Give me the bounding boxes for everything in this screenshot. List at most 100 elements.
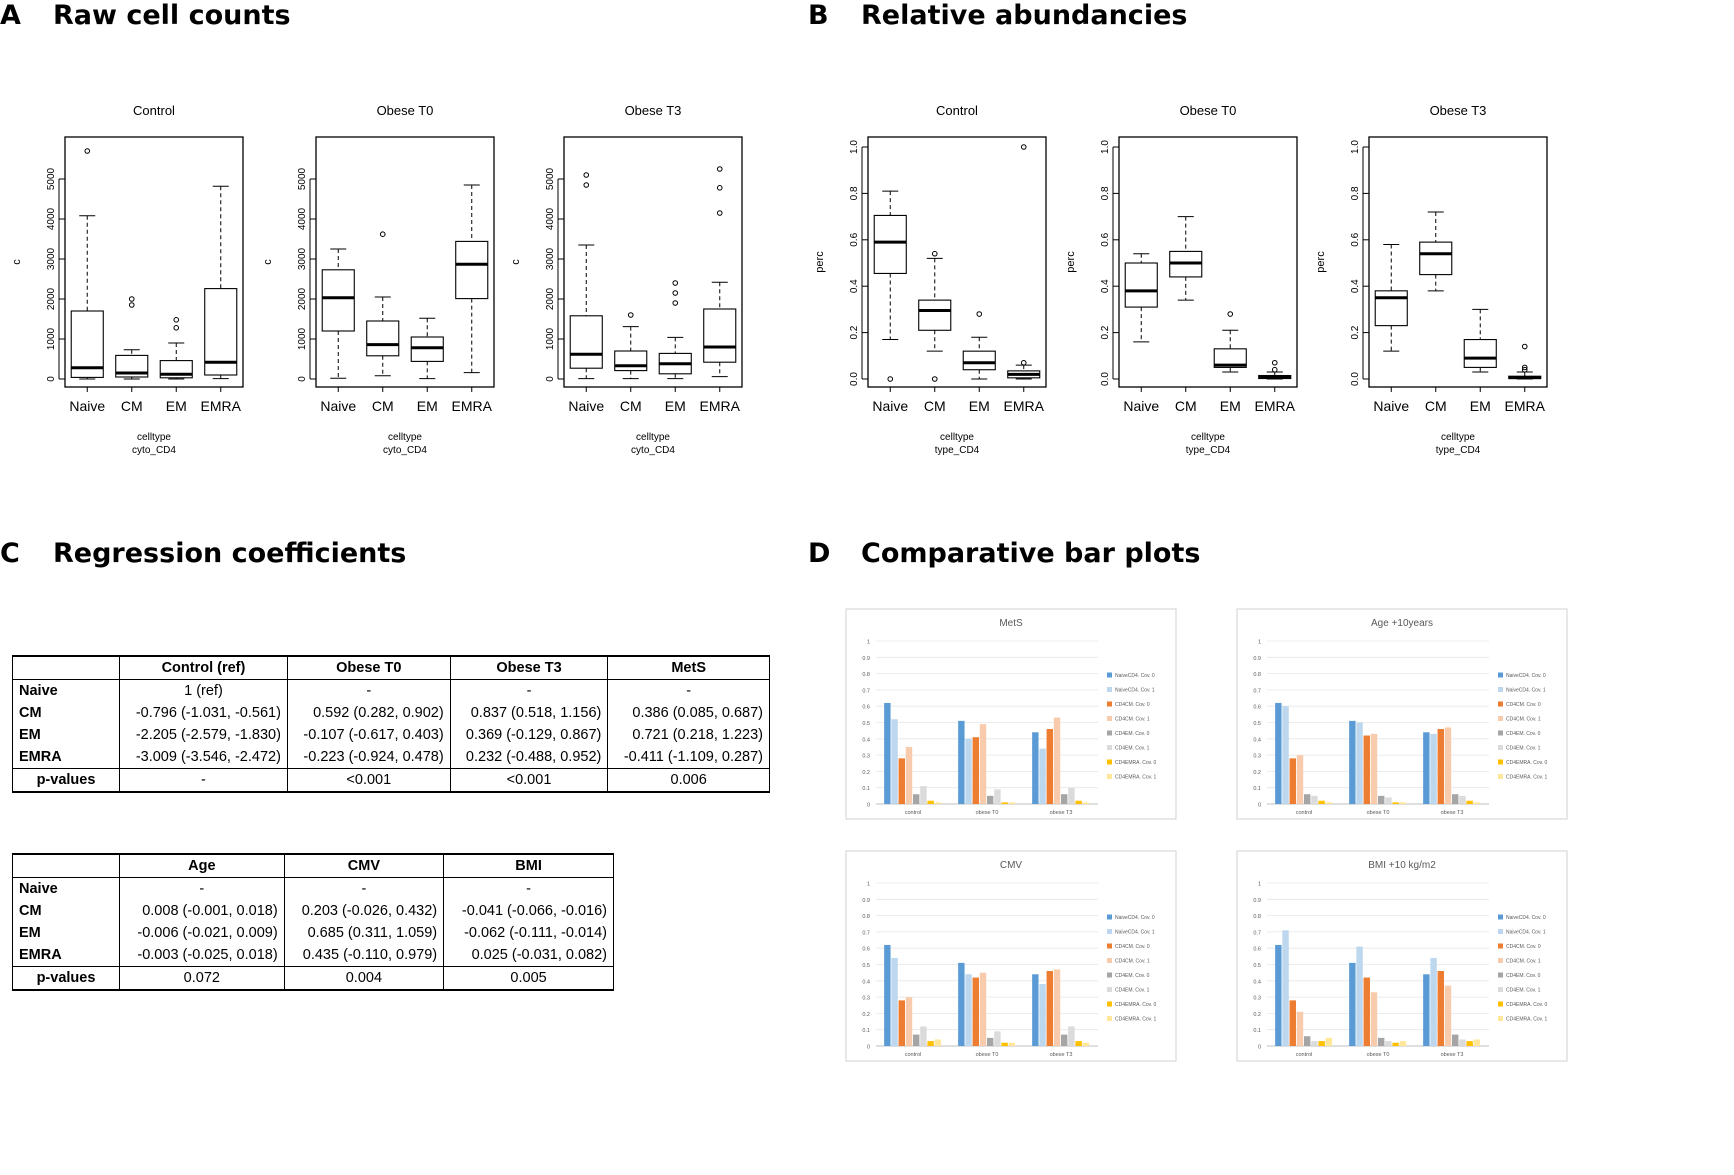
bar xyxy=(1032,732,1039,804)
y-tick-label: 0.6 xyxy=(1350,232,1361,246)
bar xyxy=(913,1034,920,1046)
table-cell: -0.006 (-0.021, 0.009) xyxy=(119,922,285,944)
bar xyxy=(1311,1041,1318,1046)
regression-table-covariates: Age CMV BMI Naive - - - CM 0.008 (-0.001… xyxy=(12,853,614,991)
outlier-point xyxy=(672,280,679,286)
legend-label: NaiveCD4. Cov. 1 xyxy=(1115,930,1155,936)
y-tick-label: 0.7 xyxy=(862,930,870,936)
box-iqr xyxy=(366,320,400,357)
box-emra xyxy=(204,185,238,380)
table1-header-cell: Obese T0 xyxy=(286,655,451,680)
y-tick-label: 0.2 xyxy=(1350,325,1361,339)
x-tick-label: Naive xyxy=(568,398,604,414)
y-tick-label: 0 xyxy=(297,376,308,382)
table-row: EM -2.205 (-2.579, -1.830) -0.107 (-0.61… xyxy=(12,724,770,746)
legend-label: CD4EM. Cov. 1 xyxy=(1506,746,1541,752)
y-tick-label: 0.6 xyxy=(849,232,860,246)
box-iqr xyxy=(204,288,238,376)
legend-swatch xyxy=(1498,972,1503,978)
legend-label: CD4CM. Cov. 0 xyxy=(1115,702,1150,708)
legend-label: NaiveCD4. Cov. 0 xyxy=(1506,915,1546,921)
boxplot-3: Obese T3 0 1000 2000 3000 4000 5000 c Naive CM EM E… xyxy=(510,103,743,456)
legend-swatch xyxy=(1498,958,1503,963)
bar xyxy=(1378,1037,1385,1046)
y-tick-label: 0.4 xyxy=(1253,737,1261,743)
table-cell: 0.025 (-0.031, 0.082) xyxy=(443,944,614,967)
table-cell: 0.685 (0.311, 1.059) xyxy=(283,922,445,944)
y-tick-label: 5000 xyxy=(46,167,57,190)
box-emra xyxy=(1007,144,1041,380)
box-naive xyxy=(1124,253,1158,343)
legend-label: CD4EM. Cov. 1 xyxy=(1506,988,1541,994)
table-cell: EM xyxy=(12,724,120,746)
y-axis-label: perc xyxy=(814,251,826,273)
outlier-point xyxy=(1271,366,1278,373)
bar xyxy=(972,737,979,804)
legend-label: NaiveCD4. Cov. 0 xyxy=(1115,673,1155,679)
legend-label: CD4EMRA. Cov. 0 xyxy=(1115,760,1157,766)
y-tick-label: 0.5 xyxy=(1253,963,1261,969)
bar xyxy=(1430,957,1437,1046)
bar xyxy=(1459,1039,1466,1046)
y-tick-label: 0.7 xyxy=(1253,688,1261,694)
y-tick-label: 0 xyxy=(545,376,556,382)
y-tick-label: 0.6 xyxy=(1253,947,1261,953)
bar xyxy=(1473,802,1481,804)
bar xyxy=(1385,797,1392,804)
y-tick-label: 4000 xyxy=(297,207,308,230)
table-cell: EM xyxy=(12,922,120,944)
legend-swatch xyxy=(1107,972,1112,978)
y-tick-label: 0.3 xyxy=(862,754,870,760)
x-tick-label: EM xyxy=(665,398,686,414)
legend-label: CD4EMRA. Cov. 0 xyxy=(1506,760,1548,766)
y-tick-label: 0.2 xyxy=(862,770,870,776)
table-row: Naive 1 (ref) - - - xyxy=(12,679,770,702)
y-tick-label: 0.4 xyxy=(1100,279,1111,293)
box-iqr xyxy=(873,214,907,274)
legend-swatch xyxy=(1107,958,1112,963)
x-tick-label: EMRA xyxy=(201,398,242,414)
y-tick-label: 0.9 xyxy=(1253,656,1261,662)
x-tick-label: obese T3 xyxy=(1441,810,1464,816)
bar xyxy=(979,724,987,804)
table1-pvalues-row: p-values - <0.001 <0.001 0.006 xyxy=(12,768,770,793)
bar xyxy=(1444,985,1452,1046)
y-tick-label: 2000 xyxy=(46,287,57,310)
x-axis-label: celltype xyxy=(940,432,974,443)
legend-swatch xyxy=(1107,716,1112,721)
bar xyxy=(1370,733,1378,804)
x-tick-label: obese T3 xyxy=(1441,1052,1464,1058)
table-cell: -0.062 (-0.111, -0.014) xyxy=(443,922,614,944)
bar xyxy=(1001,802,1008,804)
table-cell: Naive xyxy=(12,877,120,900)
y-tick-label: 1 xyxy=(867,640,870,646)
x-axis-label: celltype xyxy=(636,432,670,443)
bar xyxy=(891,719,898,804)
box-em xyxy=(410,317,444,380)
y-tick-label: 3000 xyxy=(297,247,308,270)
legend-label: CD4EMRA. Cov. 0 xyxy=(1506,1002,1548,1008)
box-cm xyxy=(1419,211,1453,292)
bar xyxy=(1363,735,1370,804)
legend-swatch xyxy=(1498,745,1503,750)
table-cell: 0.004 xyxy=(283,966,445,991)
bar xyxy=(1046,729,1053,804)
y-tick-label: 2000 xyxy=(545,287,556,310)
outlier-point xyxy=(672,300,679,306)
bar xyxy=(1318,800,1325,804)
table-row: CM 0.008 (-0.001, 0.018) 0.203 (-0.026, … xyxy=(12,900,614,922)
legend-label: CD4EMRA. Cov. 1 xyxy=(1506,1017,1548,1023)
bar xyxy=(1325,802,1333,804)
legend-swatch xyxy=(1498,759,1503,765)
outlier-point xyxy=(1271,359,1278,366)
y-tick-label: 0.6 xyxy=(1253,705,1261,711)
legend-swatch xyxy=(1107,759,1112,765)
bar xyxy=(1039,984,1046,1046)
legend-swatch xyxy=(1498,1016,1503,1021)
legend-label: CD4EMRA. Cov. 0 xyxy=(1115,1002,1157,1008)
legend-label: NaiveCD4. Cov. 0 xyxy=(1115,915,1155,921)
y-tick-label: 1000 xyxy=(46,327,57,350)
bar xyxy=(1370,992,1378,1046)
bar xyxy=(1349,962,1356,1046)
outlier-point xyxy=(379,231,386,237)
